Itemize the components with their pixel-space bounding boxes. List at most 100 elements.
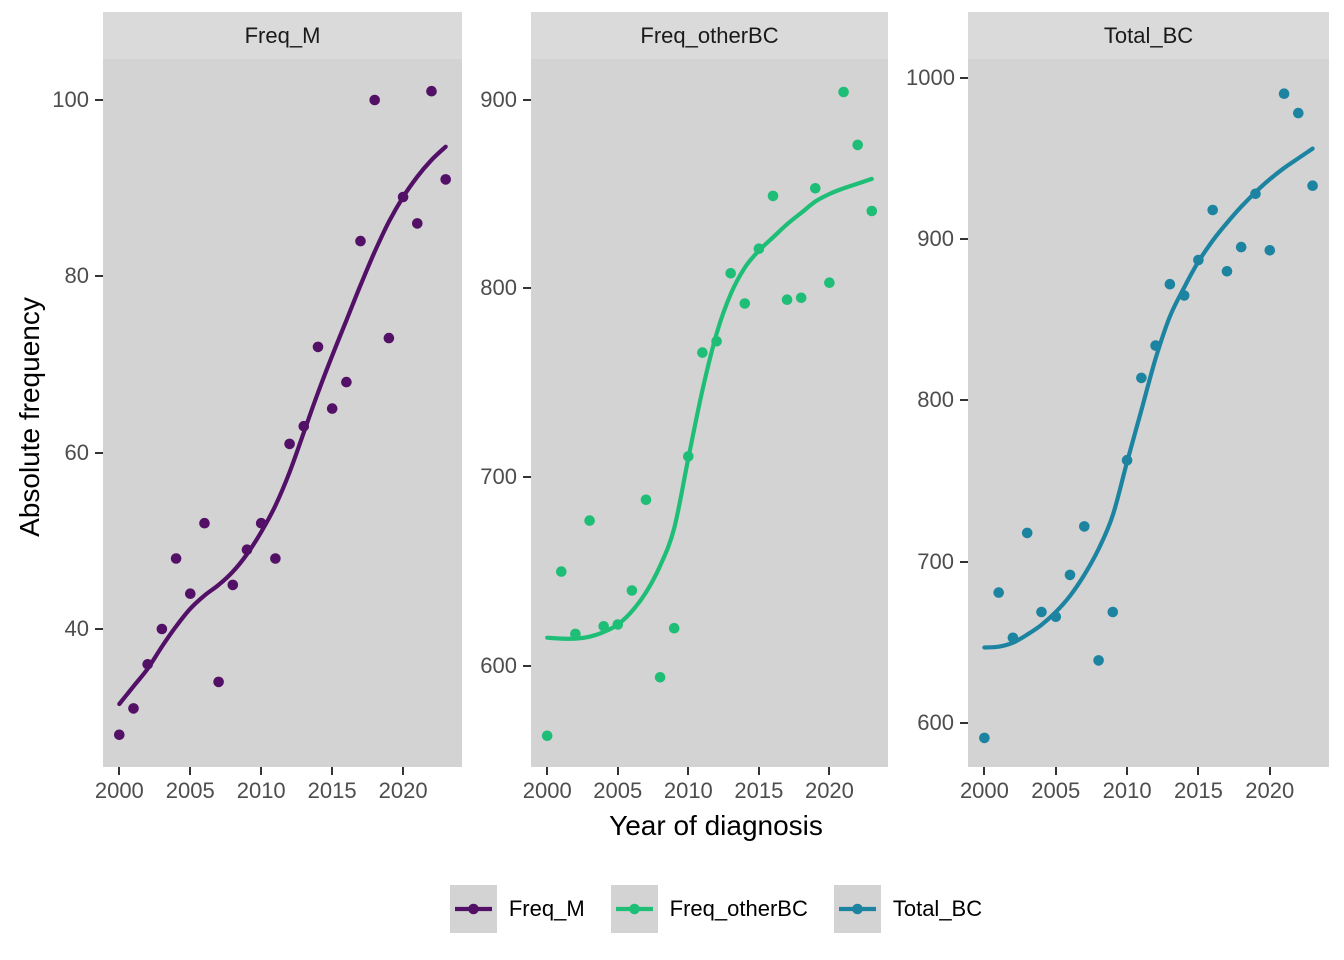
data-point [114, 729, 125, 741]
data-point [185, 588, 196, 599]
facet-freq-m: Freq_M 40 60 80 100 2000 2005 2010 2015 2020 [52, 12, 462, 803]
legend-item-total-bc: Total_BC [833, 885, 983, 933]
trend-line-freq-m [117, 144, 448, 707]
data-point [270, 553, 281, 564]
legend-key-dot [628, 903, 640, 915]
x-tick-label: 2000 [959, 778, 1009, 803]
y-tick-label: 800 [480, 275, 517, 301]
y-tick-mark [523, 98, 531, 101]
data-point [654, 672, 666, 683]
x-tick-mark [189, 767, 192, 775]
data-point [298, 420, 310, 432]
x-tick-label: 2005 [165, 778, 215, 803]
data-point [739, 298, 751, 309]
y-tick-mark [95, 98, 103, 101]
data-point [241, 544, 253, 555]
legend-key-dot [852, 903, 863, 915]
x-tick-mark [331, 767, 334, 775]
data-point [213, 676, 224, 688]
facet-strip-total-bc: Total_BC [968, 12, 1329, 59]
data-point [412, 218, 423, 229]
data-point [979, 732, 990, 744]
legend-label: Total_BC [892, 896, 983, 921]
y-tick-mark [523, 287, 531, 290]
data-point [725, 268, 736, 279]
data-point [1221, 266, 1233, 277]
y-tick-mark [523, 476, 531, 479]
x-tick-mark [616, 767, 619, 775]
data-point [612, 619, 624, 630]
y-tick-mark [960, 76, 968, 79]
x-axis-title: Year of diagnosis [609, 810, 823, 841]
x-tick-mark [983, 767, 986, 775]
data-point [1278, 88, 1290, 99]
data-point [397, 191, 409, 203]
x-tick-mark [687, 767, 690, 775]
data-point [570, 628, 581, 640]
data-point [993, 587, 1004, 598]
data-point [369, 94, 381, 106]
data-point [584, 515, 595, 526]
data-point [866, 205, 878, 217]
data-point [810, 183, 821, 194]
legend-item-freq-m: Freq_M [449, 885, 585, 933]
y-tick-mark [960, 238, 968, 241]
facet-strip-freq-otherbc: Freq_otherBC [531, 12, 888, 59]
data-point [128, 703, 139, 714]
trend-line-total-bc [982, 146, 1315, 650]
y-tick-label: 700 [917, 548, 954, 574]
x-tick-label: 2000 [522, 778, 572, 803]
data-point [1150, 340, 1161, 351]
x-tick-label: 2015 [307, 778, 357, 803]
data-point [852, 139, 863, 151]
data-point [1079, 521, 1090, 532]
y-tick-label: 100 [52, 86, 89, 112]
data-point [440, 174, 452, 185]
data-point [1064, 569, 1076, 581]
data-point [838, 86, 849, 98]
data-point [824, 277, 835, 288]
data-point [1107, 606, 1119, 618]
data-point [781, 294, 793, 305]
trend-line-freq-otherbc [545, 176, 874, 641]
legend-key-icon [610, 885, 658, 933]
data-point [1293, 107, 1304, 119]
data-point [1121, 454, 1133, 466]
x-tick-label: 2005 [593, 778, 643, 803]
data-point [426, 85, 437, 97]
y-tick-mark [960, 722, 968, 725]
data-point [1250, 188, 1261, 200]
y-tick-mark [95, 628, 103, 630]
data-point [341, 376, 352, 388]
panel-freq-m [103, 59, 462, 767]
data-point [355, 235, 366, 247]
y-tick-label: 700 [480, 464, 517, 490]
y-tick-label: 40 [64, 616, 89, 641]
legend-key-dot [468, 903, 479, 915]
panel-total-bc [968, 59, 1329, 767]
x-tick-mark [1054, 767, 1057, 775]
y-tick-label: 1000 [906, 64, 955, 90]
data-point [255, 517, 267, 529]
x-tick-label: 2010 [236, 778, 286, 803]
x-tick-mark [1126, 767, 1129, 775]
data-point [1164, 278, 1176, 290]
legend-key-icon [449, 885, 497, 933]
x-tick-mark [1197, 767, 1200, 775]
data-point [795, 292, 807, 304]
x-tick-mark [757, 767, 760, 775]
data-point [640, 494, 652, 506]
legend-label: Freq_M [508, 896, 585, 921]
facet-total-bc: Total_BC 600 700 800 900 1000 2000 2005 2010 2015… [906, 12, 1329, 803]
x-tick-label: 2020 [1245, 778, 1295, 803]
x-tick-mark [546, 767, 549, 775]
y-tick-label: 900 [480, 86, 517, 112]
data-point [170, 553, 182, 564]
data-point [142, 659, 153, 670]
facet-strip-label: Freq_otherBC [640, 22, 779, 48]
y-tick-mark [960, 560, 968, 563]
data-point [156, 623, 168, 635]
x-tick-label: 2010 [1102, 778, 1152, 803]
y-tick-label: 600 [480, 652, 517, 678]
